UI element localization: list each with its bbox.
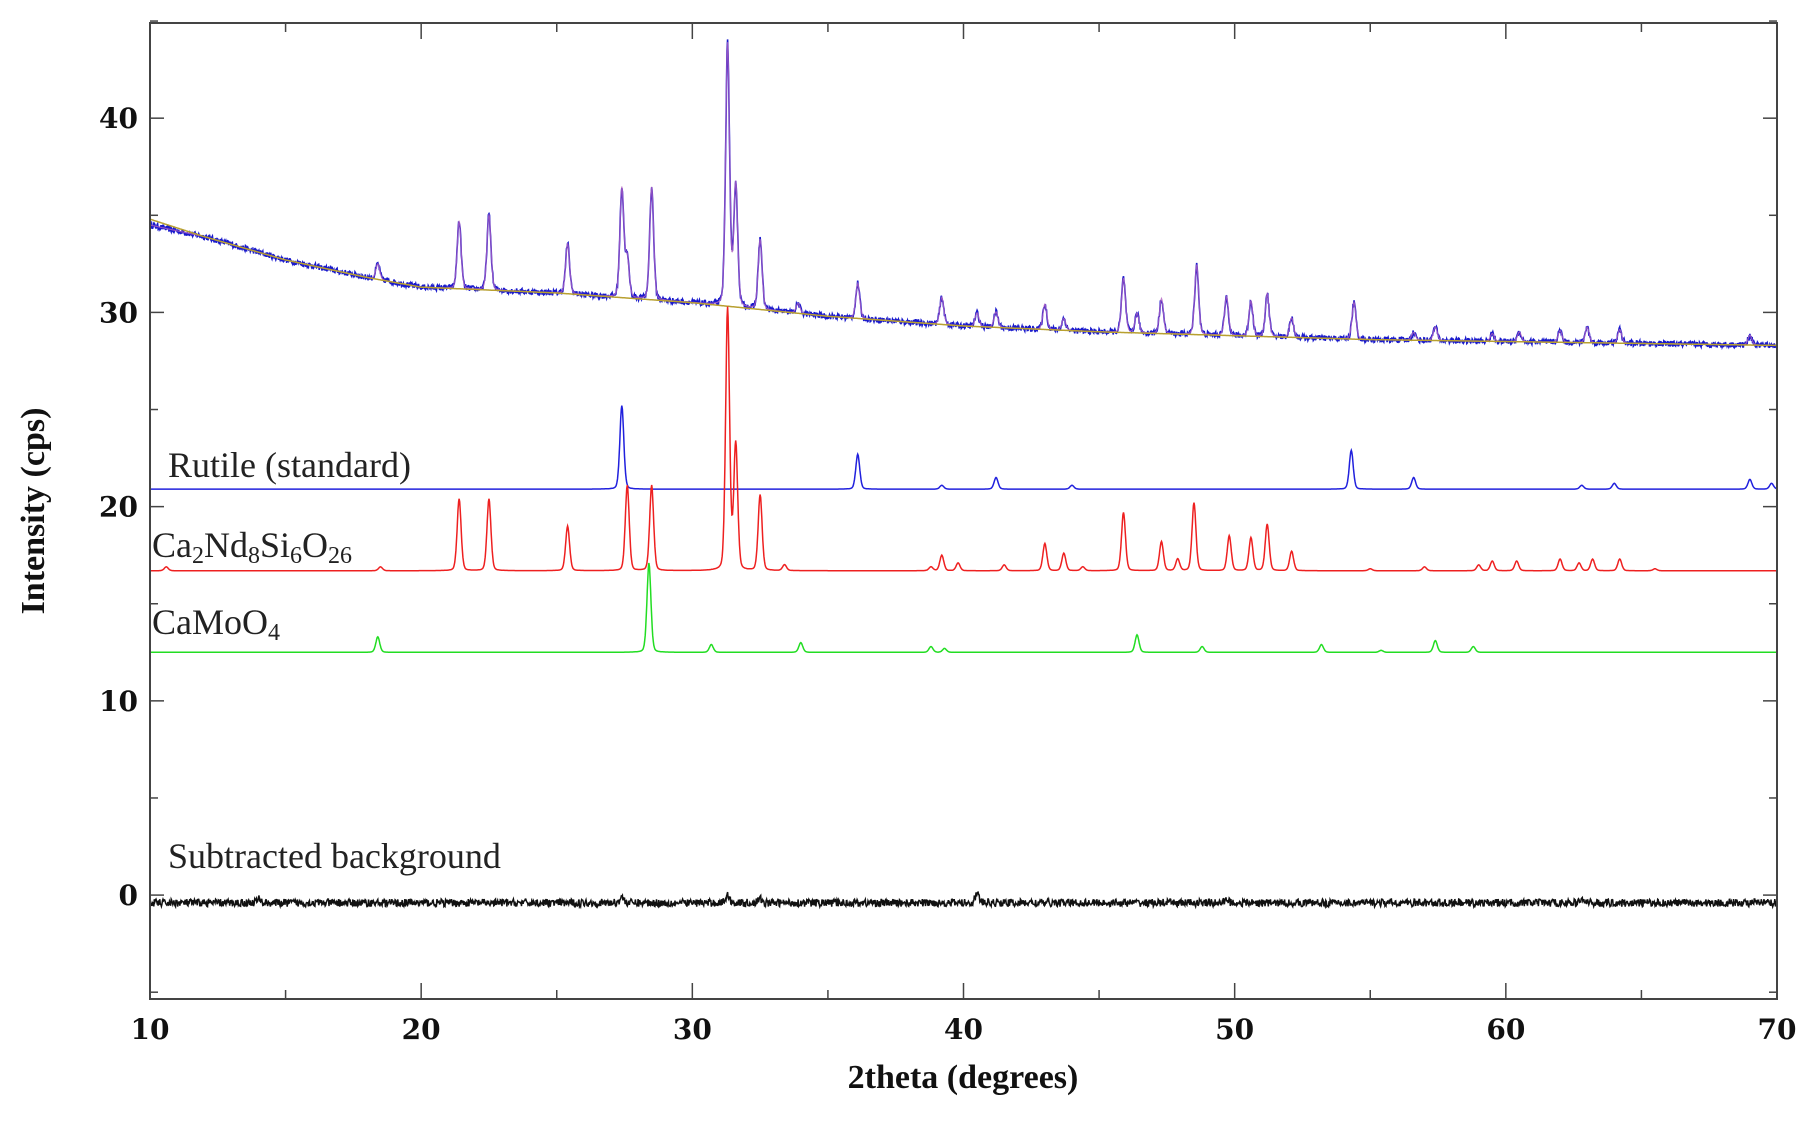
y-tick-label: 30 [99, 296, 138, 329]
series-line-rutile [150, 405, 1778, 490]
series-line-observed [149, 39, 1778, 351]
x-tick-label: 10 [131, 1013, 170, 1046]
x-tick-label: 30 [673, 1013, 712, 1046]
series-line-camoo4 [150, 562, 1777, 654]
y-tick-label: 20 [99, 491, 138, 524]
y-tick-label: 0 [119, 879, 138, 912]
axes: 10 20 30 40 50 60 70 0 10 20 30 40 [99, 20, 1797, 1046]
series-curves [149, 39, 1778, 910]
series-label-ca2nd8si6o26: Ca2Nd8Si6O26 [152, 525, 352, 569]
series-line-background-fit [149, 218, 1777, 347]
series-labels: Rutile (standard) Ca2Nd8Si6O26 CaMoO4 Subtr… [152, 445, 501, 876]
x-tick-label: 50 [1215, 1013, 1254, 1046]
x-tick-label: 60 [1486, 1013, 1525, 1046]
series-line-subtracted [149, 891, 1778, 910]
x-tick-label: 20 [402, 1013, 441, 1046]
series-label-subtracted: Subtracted background [168, 836, 501, 876]
x-axis-label: 2theta (degrees) [848, 1059, 1079, 1096]
y-tick-label: 10 [99, 685, 138, 718]
x-tick-label: 40 [944, 1013, 983, 1046]
y-axis-label: Intensity (cps) [15, 408, 52, 615]
y-tick-label: 40 [99, 102, 138, 135]
series-label-camoo4: CaMoO4 [152, 602, 280, 646]
series-line-ca2nd8si6o26 [150, 306, 1777, 572]
series-label-rutile: Rutile (standard) [168, 445, 411, 485]
x-tick-label: 70 [1758, 1013, 1797, 1046]
series-line-calculated [149, 42, 1777, 346]
